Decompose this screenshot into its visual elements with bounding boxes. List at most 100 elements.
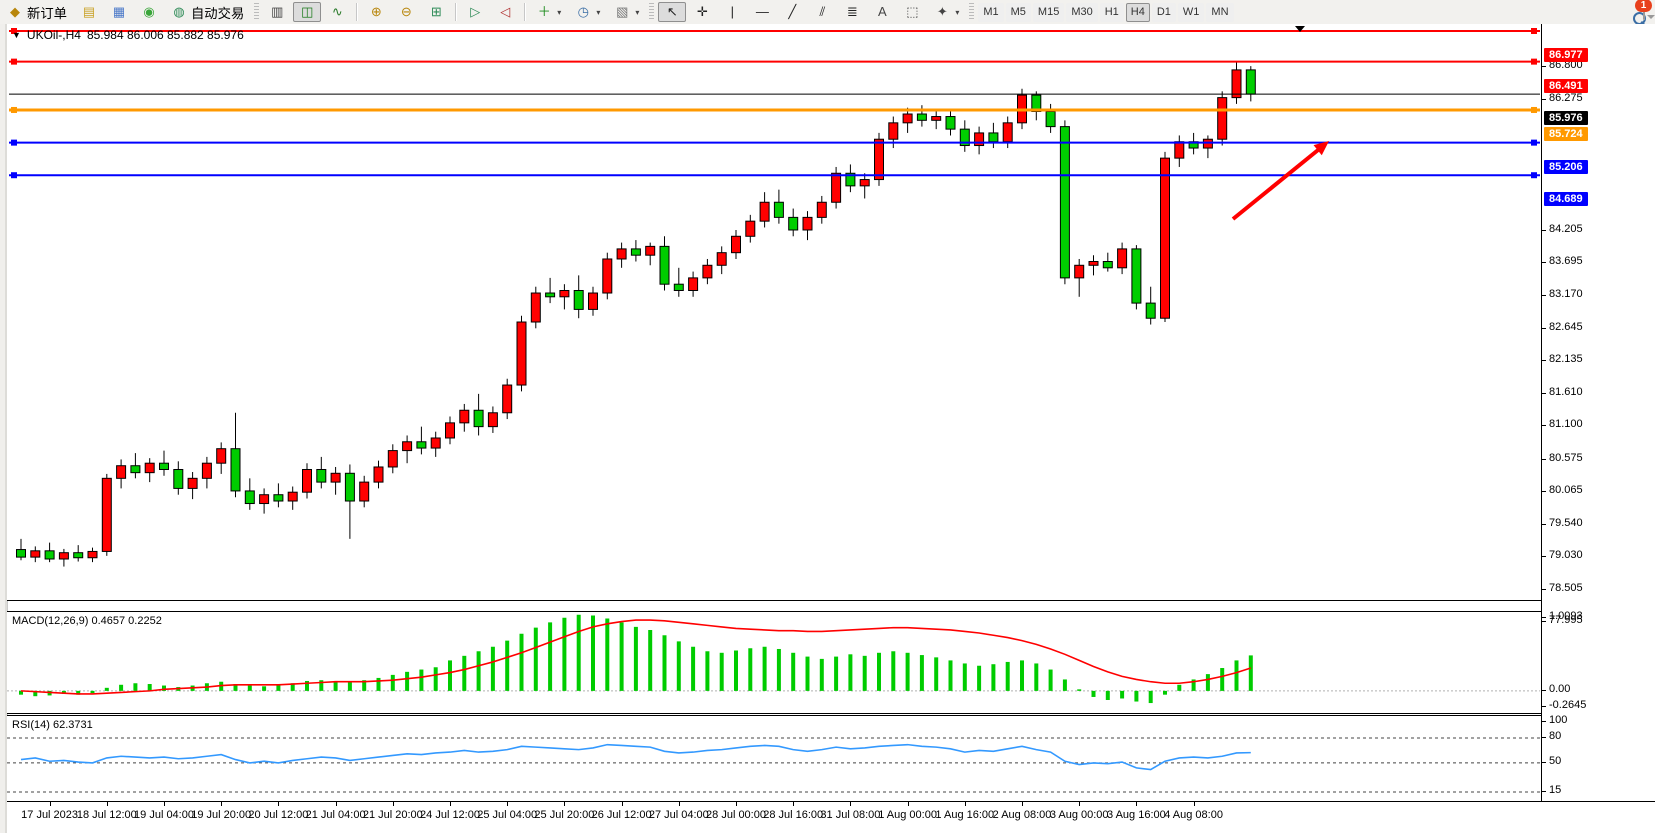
price-tick-label: 83.170 [1549, 288, 1583, 300]
trendline-button[interactable]: ╱ [778, 2, 806, 22]
horizontal-level-line[interactable] [9, 28, 1540, 34]
timeframe-m1-button[interactable]: M1 [978, 2, 1004, 22]
cursor-icon: ↖ [666, 4, 678, 19]
line-handle[interactable] [11, 28, 17, 34]
notifications-icon[interactable]: 1 [1635, 0, 1652, 20]
arrows-tool-button[interactable]: ✦ ▾ [928, 2, 965, 22]
timeframe-mn-button[interactable]: MN [1206, 2, 1234, 22]
candle [888, 122, 899, 140]
line-chart-button[interactable]: ∿ [323, 2, 351, 22]
candle [101, 477, 112, 552]
timeframe-h1-button[interactable]: H1 [1099, 2, 1124, 22]
zoom-in-button[interactable]: ⊕ [362, 2, 390, 22]
candle [1217, 97, 1228, 140]
line-handle[interactable] [1531, 139, 1537, 146]
periods-button[interactable]: ◷ ▾ [569, 2, 606, 22]
candle [330, 472, 341, 483]
horizontal-level-line[interactable] [9, 58, 1540, 65]
line-handle[interactable] [11, 58, 17, 65]
time-label: 20 Jul 12:00 [248, 809, 309, 821]
time-label: 25 Jul 20:00 [534, 809, 595, 821]
templates-icon: ▧ [616, 4, 629, 19]
timeframe-m30-button[interactable]: M30 [1066, 2, 1098, 22]
time-label: 21 Jul 20:00 [362, 809, 423, 821]
line-handle[interactable] [1531, 106, 1537, 113]
fibonacci-button[interactable]: ≣ [838, 2, 866, 22]
price-tick-label: 81.610 [1549, 386, 1583, 398]
line-handle[interactable] [11, 172, 17, 179]
dropdown-arrow-icon[interactable]: ▾ [557, 7, 562, 17]
toolbar-grip[interactable] [969, 3, 975, 21]
toolbar-grip[interactable] [254, 3, 260, 21]
horizontal-level-line[interactable] [9, 139, 1540, 146]
crosshair-button[interactable]: ✛ [688, 2, 716, 22]
price-axis[interactable]: 86.800 86.275 84.205 83.695 83.170 82.645 82.1… [1541, 24, 1655, 801]
candle [259, 494, 270, 505]
candle [58, 552, 69, 560]
price-chart-panel[interactable] [7, 24, 1541, 601]
chart-shift-button[interactable]: ◁ [491, 2, 519, 22]
add-indicator-button[interactable]: ＋ ▾ [530, 2, 567, 22]
candle [16, 549, 26, 558]
dropdown-arrow-icon[interactable]: ▾ [955, 7, 960, 17]
text-label-button[interactable]: ⬚ [898, 2, 926, 22]
bar-chart-button[interactable]: ▥ [263, 2, 291, 22]
candle [859, 179, 870, 187]
candle [688, 277, 699, 291]
price-tick-label: 79.540 [1549, 517, 1583, 529]
dropdown-arrow-icon[interactable]: ▾ [635, 7, 640, 17]
vertical-line-button[interactable]: | [718, 2, 746, 22]
signals-button[interactable]: ◉ [135, 2, 163, 22]
time-label: 27 Jul 04:00 [648, 809, 709, 821]
line-handle[interactable] [11, 139, 17, 146]
market-watch-button[interactable]: ▤ [75, 2, 103, 22]
candle [373, 466, 384, 483]
templates-button[interactable]: ▧ ▾ [608, 2, 645, 22]
level-price-tag: 86.491 [1544, 79, 1588, 93]
candle [931, 116, 942, 121]
candle [87, 550, 98, 559]
candlestick-chart-button[interactable]: ◫ [293, 2, 322, 22]
chart-title: ▼ UKOil-,H4 85.984 86.006 85.882 85.976 [12, 28, 244, 42]
autotrading-button[interactable]: ◍ 自动交易 [165, 2, 250, 22]
dropdown-arrow-icon[interactable]: ▾ [596, 7, 601, 17]
price-tick-label: 83.695 [1549, 255, 1583, 267]
cursor-button[interactable]: ↖ [658, 2, 687, 22]
arrow-annotation[interactable] [1231, 141, 1329, 221]
time-axis[interactable]: 17 Jul 2023 18 Jul 12:00 19 Jul 04:00 19 Ju… [7, 801, 1655, 833]
horizontal-line-button[interactable]: — [748, 2, 776, 22]
chart-shift-marker-icon[interactable] [1295, 26, 1305, 32]
navigator-button[interactable]: ▦ [105, 2, 133, 22]
timeframe-m5-button[interactable]: M5 [1005, 2, 1031, 22]
candle [673, 283, 684, 291]
toolbar-grip[interactable] [649, 3, 655, 21]
timeframe-w1-button[interactable]: W1 [1177, 2, 1205, 22]
line-handle[interactable] [11, 106, 17, 113]
line-handle[interactable] [1531, 172, 1537, 179]
tile-windows-icon: ⊞ [430, 4, 442, 19]
horizontal-level-line[interactable] [9, 106, 1540, 113]
rsi-panel[interactable] [7, 715, 1541, 802]
candle [659, 245, 670, 285]
tile-windows-button[interactable]: ⊞ [422, 2, 450, 22]
auto-scroll-button[interactable]: ▷ [461, 2, 489, 22]
candle [731, 235, 741, 254]
timeframe-m15-button[interactable]: M15 [1032, 2, 1065, 22]
candle [1160, 157, 1170, 319]
macd-panel[interactable] [7, 611, 1541, 714]
timeframe-h4-button[interactable]: H4 [1125, 2, 1150, 22]
new-order-button[interactable]: ◆ 新订单 [1, 2, 73, 22]
timeframe-d1-button[interactable]: D1 [1151, 2, 1176, 22]
horizontal-level-line[interactable] [9, 172, 1540, 179]
zoom-out-button[interactable]: ⊖ [392, 2, 420, 22]
chart-title-expander-icon[interactable]: ▼ [12, 30, 21, 40]
text-button[interactable]: A [868, 2, 896, 22]
channel-button[interactable]: ⫽ [808, 2, 836, 22]
candle [445, 422, 455, 439]
line-handle[interactable] [1531, 28, 1537, 34]
line-handle[interactable] [1531, 58, 1537, 65]
candle [116, 465, 127, 479]
candle [359, 481, 370, 502]
candle [602, 258, 613, 294]
candle [1145, 302, 1156, 319]
